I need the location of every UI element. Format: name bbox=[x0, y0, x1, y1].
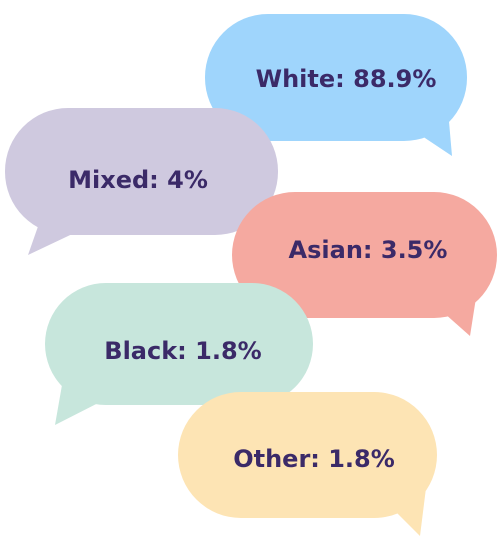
bubble: Mixed: 4% bbox=[5, 108, 278, 255]
bubble: Asian: 3.5% bbox=[232, 192, 497, 336]
bubble-body bbox=[205, 14, 467, 141]
bubble-label: Asian: 3.5% bbox=[289, 236, 448, 264]
bubble-label: Black: 1.8% bbox=[104, 337, 261, 365]
bubble: Black: 1.8% bbox=[45, 283, 313, 425]
bubble-body bbox=[178, 392, 437, 518]
bubble: White: 88.9% bbox=[205, 14, 467, 156]
bubble-label: White: 88.9% bbox=[256, 65, 437, 93]
bubble-body bbox=[5, 108, 278, 235]
bubble: Other: 1.8% bbox=[178, 392, 437, 536]
bubble-label: Other: 1.8% bbox=[233, 445, 395, 473]
bubble-label: Mixed: 4% bbox=[68, 166, 208, 194]
bubble-body bbox=[45, 283, 313, 405]
bubble-body bbox=[232, 192, 497, 318]
